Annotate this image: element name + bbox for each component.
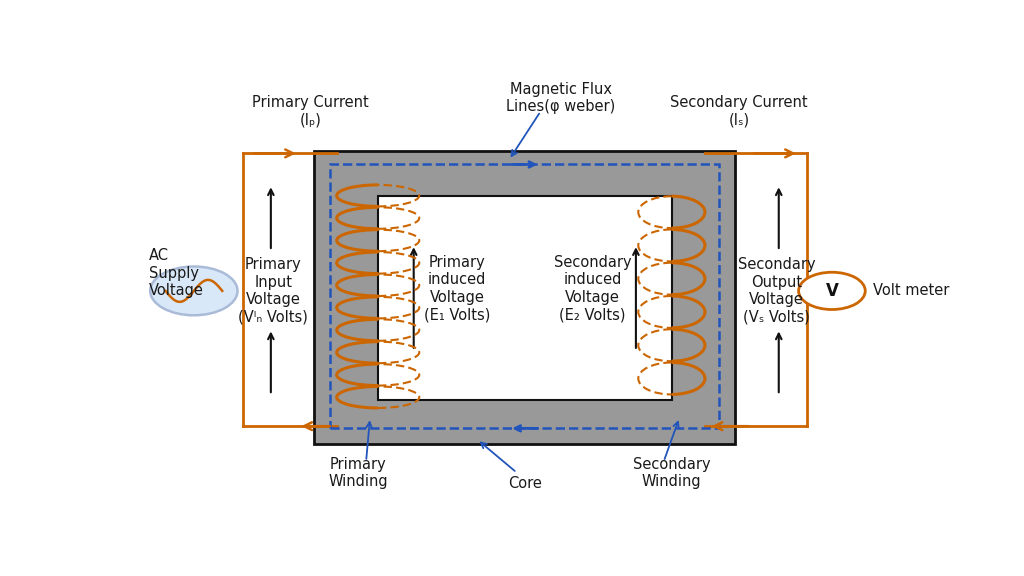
Text: Secondary
Output
Voltage
(Vₛ Volts): Secondary Output Voltage (Vₛ Volts) (737, 257, 815, 324)
Circle shape (799, 272, 865, 309)
Bar (314, 151, 735, 444)
Text: Primary
Input
Voltage
(Vᴵₙ Volts): Primary Input Voltage (Vᴵₙ Volts) (239, 257, 308, 324)
Text: Secondary
Winding: Secondary Winding (633, 457, 711, 489)
Text: Primary
induced
Voltage
(E₁ Volts): Primary induced Voltage (E₁ Volts) (424, 255, 490, 322)
Text: AC
Supply
Voltage: AC Supply Voltage (148, 248, 204, 298)
Bar (331, 165, 719, 429)
Text: Volt meter: Volt meter (873, 283, 949, 298)
Circle shape (151, 267, 238, 315)
Bar (378, 195, 672, 400)
Text: Magnetic Flux
Lines(φ weber): Magnetic Flux Lines(φ weber) (506, 82, 615, 114)
Text: Secondary
induced
Voltage
(E₂ Volts): Secondary induced Voltage (E₂ Volts) (554, 255, 631, 322)
Text: Primary Current
(Iₚ): Primary Current (Iₚ) (252, 95, 369, 127)
Text: Secondary Current
(Iₛ): Secondary Current (Iₛ) (671, 95, 808, 127)
Text: V: V (825, 282, 839, 300)
Text: Core: Core (508, 476, 542, 491)
Text: Primary
Winding: Primary Winding (329, 457, 388, 489)
